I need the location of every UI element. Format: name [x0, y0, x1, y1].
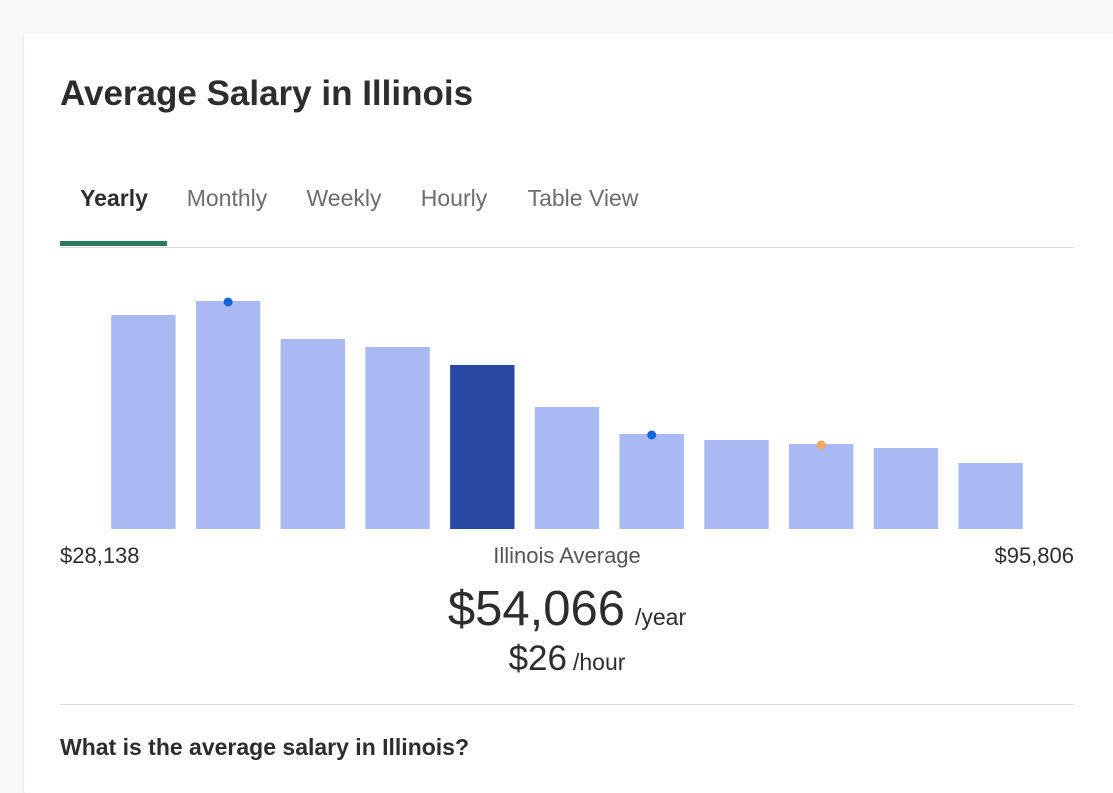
- active-tab-indicator: [60, 241, 167, 246]
- salary-bar[interactable]: [958, 463, 1023, 529]
- page-title: Average Salary in Illinois: [60, 74, 474, 113]
- salary-bar-average[interactable]: [450, 365, 515, 529]
- tab-yearly[interactable]: Yearly: [80, 185, 148, 211]
- bar-marker-dot: [647, 430, 657, 440]
- tab-hourly[interactable]: Hourly: [420, 185, 488, 211]
- salary-bar[interactable]: [365, 347, 430, 529]
- yearly-salary: $54,066/year: [60, 581, 1074, 637]
- yearly-unit: /year: [634, 604, 687, 630]
- min-salary-label: $28,138: [60, 543, 140, 568]
- yearly-salary-value: $54,066: [447, 582, 625, 636]
- max-salary-label: $95,806: [994, 543, 1074, 568]
- salary-bar[interactable]: [534, 407, 600, 529]
- bar-marker-dot: [223, 297, 233, 307]
- hourly-unit: /hour: [572, 649, 626, 675]
- hourly-salary-value: $26: [508, 639, 567, 678]
- section-divider: [60, 704, 1074, 705]
- salary-bar[interactable]: [619, 434, 684, 529]
- tab-table-view[interactable]: Table View: [527, 185, 639, 211]
- salary-bar[interactable]: [789, 444, 854, 529]
- salary-bar[interactable]: [280, 339, 345, 529]
- hourly-salary: $26/hour: [60, 639, 1074, 679]
- salary-bar-chart: [111, 297, 1023, 529]
- salary-bar[interactable]: [195, 301, 261, 529]
- bar-marker-dot: [816, 440, 826, 450]
- faq-heading: What is the average salary in Illinois?: [60, 734, 470, 760]
- salary-bar[interactable]: [873, 448, 939, 529]
- tab-monthly[interactable]: Monthly: [186, 185, 268, 211]
- salary-bar[interactable]: [111, 315, 176, 529]
- average-label: Illinois Average: [493, 543, 641, 568]
- tab-weekly[interactable]: Weekly: [306, 185, 382, 211]
- salary-card: Average Salary in Illinois Yearly Monthl…: [24, 33, 1113, 793]
- period-tabs: Yearly Monthly Weekly Hourly Table View: [60, 179, 1074, 248]
- salary-bar[interactable]: [704, 440, 769, 529]
- salary-distribution-chart: [60, 273, 1074, 529]
